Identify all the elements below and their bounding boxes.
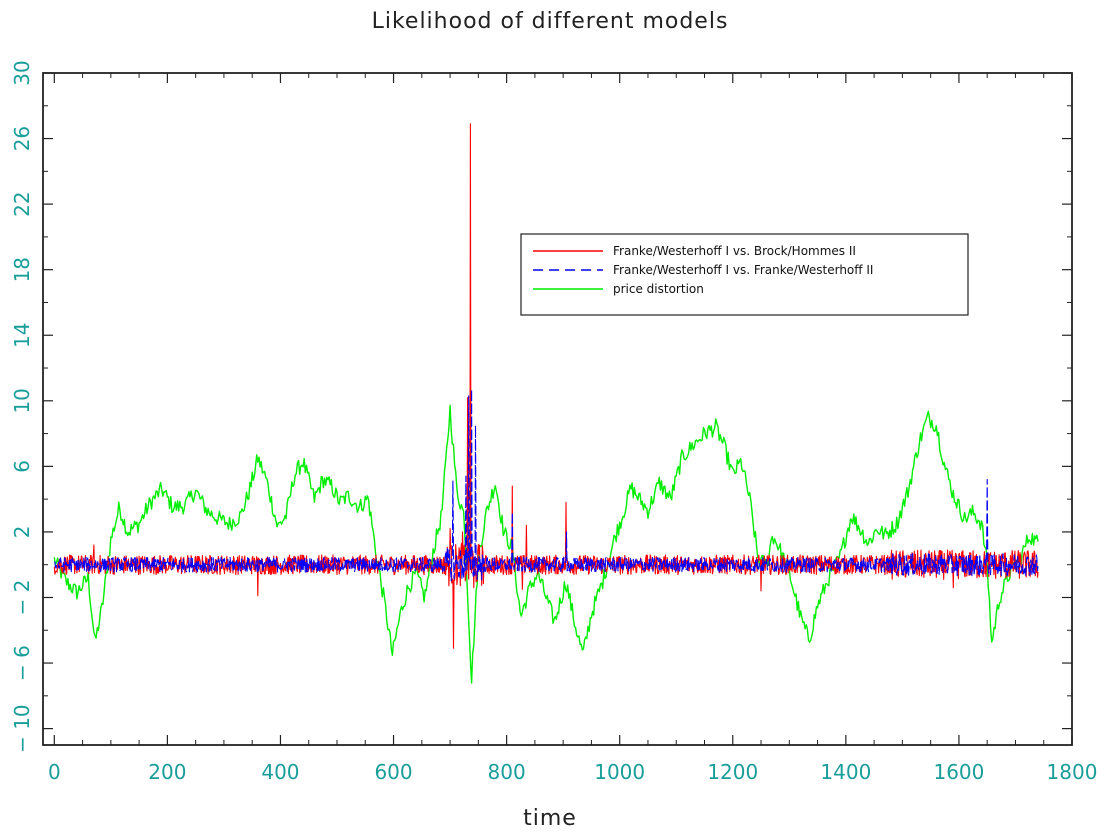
series-line-0	[53, 123, 1039, 649]
legend-label: price distortion	[613, 282, 704, 296]
x-tick-label: 1400	[820, 760, 871, 784]
y-tick-label: 6	[10, 460, 34, 473]
x-tick-label: 1000	[594, 760, 645, 784]
x-tick-label: 800	[488, 760, 526, 784]
x-tick-label: 200	[148, 760, 186, 784]
y-tick-label: 26	[10, 126, 34, 151]
x-tick-label: 0	[48, 760, 61, 784]
y-tick-label: 14	[10, 323, 34, 348]
y-tick-label: − 6	[10, 645, 34, 681]
series-line-1	[54, 388, 1039, 582]
x-tick-label: 1800	[1047, 760, 1098, 784]
y-tick-label: 2	[10, 526, 34, 539]
series-line-2	[53, 404, 1039, 684]
legend-label: Franke/Westerhoff I vs. Brock/Hommes II	[613, 244, 856, 258]
legend-label: Franke/Westerhoff I vs. Franke/Westerhof…	[613, 263, 873, 277]
y-tick-label: 30	[10, 60, 34, 85]
y-tick-label: 22	[10, 191, 34, 216]
x-tick-label: 1200	[707, 760, 758, 784]
y-tick-label: − 2	[10, 580, 34, 616]
y-tick-label: 18	[10, 257, 34, 282]
plot-frame	[42, 72, 1073, 746]
y-tick-label: − 10	[10, 704, 34, 753]
legend: Franke/Westerhoff I vs. Brock/Hommes II F…	[520, 233, 969, 316]
axes-layer: 0 200 400 600 800 1000 1200 1400 1600 1800 − 10 − 6…	[10, 60, 1097, 784]
y-tick-label: 10	[10, 388, 34, 413]
series-layer	[53, 123, 1039, 684]
x-tick-label: 600	[374, 760, 412, 784]
x-axis-label: time	[523, 806, 577, 831]
x-tick-label: 1600	[933, 760, 984, 784]
legend-box	[520, 233, 969, 316]
chart-title: Likelihood of different models	[372, 9, 729, 34]
x-tick-label: 400	[261, 760, 299, 784]
